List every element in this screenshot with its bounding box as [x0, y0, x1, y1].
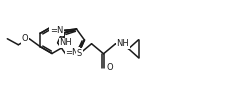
Text: O: O: [107, 63, 113, 72]
Text: =N: =N: [66, 48, 79, 57]
Text: O: O: [22, 34, 28, 43]
Text: S: S: [77, 49, 82, 58]
Text: NH: NH: [60, 38, 72, 47]
Text: NH: NH: [117, 39, 129, 48]
Text: =N: =N: [50, 26, 63, 35]
